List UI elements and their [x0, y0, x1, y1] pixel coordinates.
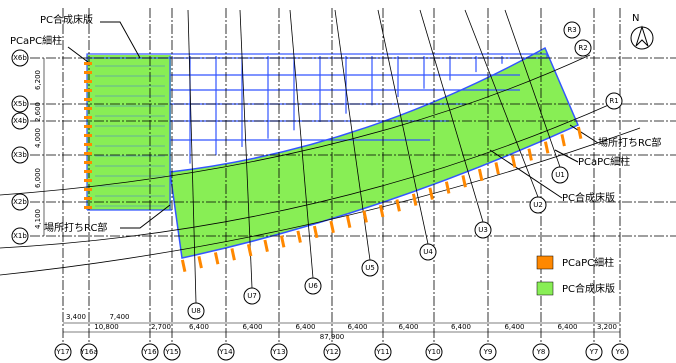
- callout: PCaPC細柱: [10, 34, 62, 47]
- column: [84, 80, 92, 83]
- column: [84, 98, 92, 101]
- axis-label: Y11: [375, 348, 389, 356]
- axis-label: U4: [423, 248, 433, 256]
- dimension-label: 3,400: [66, 313, 86, 321]
- axis-label: Y12: [324, 348, 338, 356]
- legend-swatch: [537, 282, 553, 295]
- column: [84, 179, 92, 182]
- axis-label: R2: [578, 44, 587, 52]
- dimension-label: 3,200: [597, 323, 617, 331]
- axis-label: R3: [567, 26, 576, 34]
- axis-label: U1: [555, 171, 565, 179]
- dimension-label: 4,000: [34, 128, 42, 148]
- axis-label: Y14: [218, 348, 233, 356]
- dimension-label: 6,400: [189, 323, 209, 331]
- callout: 場所打ちRC部: [44, 221, 107, 234]
- column: [84, 116, 92, 119]
- axis-label: U5: [365, 264, 375, 272]
- axis-label: Y15: [164, 348, 178, 356]
- legend-label: PC合成床版: [562, 282, 615, 295]
- page: N PC合成床版 PCaPC細柱 場所打ちRC部 場所打ちRC部 PCaPC細柱…: [0, 0, 676, 363]
- column: [84, 107, 92, 110]
- dimension-label: 7,400: [109, 313, 129, 321]
- column: [84, 206, 92, 209]
- axis-label: Y6: [615, 348, 625, 356]
- axis-label: Y17: [55, 348, 69, 356]
- callout: 場所打ちRC部: [598, 136, 661, 149]
- dimension-label: 6,400: [347, 323, 367, 331]
- column: [84, 62, 92, 65]
- axis-label: Y13: [271, 348, 285, 356]
- axis-label: X3b: [13, 151, 27, 159]
- dimension-label: 6,400: [557, 323, 577, 331]
- axis-label: X4b: [13, 117, 27, 125]
- dimension-label: 10,800: [94, 323, 119, 331]
- dimension-label: 4,100: [34, 209, 42, 229]
- dimension-label: 6,000: [34, 168, 42, 188]
- axis-label: Y16: [142, 348, 157, 356]
- axis-label: U7: [247, 292, 257, 300]
- axis-label: Y16a: [79, 348, 97, 356]
- slab-left: [87, 55, 171, 210]
- axis-label: Y8: [536, 348, 546, 356]
- callout: PCaPC細柱: [578, 155, 630, 168]
- callout: PC合成床版: [562, 191, 615, 204]
- axis-label: Y9: [483, 348, 493, 356]
- axis-label: Y10: [426, 348, 440, 356]
- legend-swatch: [537, 256, 553, 269]
- axis-label: U8: [191, 307, 201, 315]
- axis-label: X5b: [13, 100, 27, 108]
- column: [84, 143, 92, 146]
- dimension-label: 6,400: [398, 323, 418, 331]
- legend-label: PCaPC細柱: [562, 256, 614, 269]
- column: [84, 71, 92, 74]
- dimension-label: 6,400: [451, 323, 471, 331]
- axis-label: Y7: [589, 348, 599, 356]
- dimension-total: 87,900: [320, 333, 345, 341]
- column: [84, 188, 92, 191]
- dimension-label: 6,400: [504, 323, 524, 331]
- dimension-label: 6,200: [34, 70, 42, 90]
- axis-label: U2: [533, 201, 543, 209]
- axis-label: X1b: [13, 232, 27, 240]
- column: [84, 161, 92, 164]
- callout: PC合成床版: [40, 13, 93, 26]
- north-label: N: [632, 13, 639, 24]
- dimension-label: 2,700: [151, 323, 171, 331]
- dimension-label: 2,600: [34, 102, 42, 122]
- axis-label: X2b: [13, 198, 27, 206]
- dimension-label: 6,400: [242, 323, 262, 331]
- column: [84, 152, 92, 155]
- column: [84, 134, 92, 137]
- axis-label: U6: [308, 282, 318, 290]
- axis-label: U3: [478, 226, 488, 234]
- dimension-label: 6,400: [295, 323, 315, 331]
- column: [84, 125, 92, 128]
- column: [84, 89, 92, 92]
- column: [84, 197, 92, 200]
- axis-label: X6b: [13, 54, 27, 62]
- column: [84, 170, 92, 173]
- axis-label: R1: [609, 97, 618, 105]
- drawing: N PC合成床版 PCaPC細柱 場所打ちRC部 場所打ちRC部 PCaPC細柱…: [0, 0, 676, 363]
